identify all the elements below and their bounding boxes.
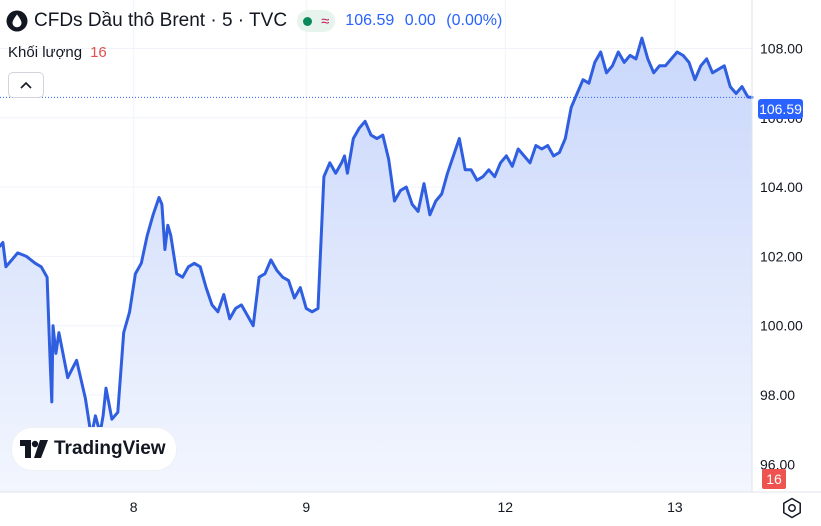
tradingview-logo[interactable]: TradingView (12, 428, 176, 470)
market-open-dot-icon (303, 16, 313, 26)
chevron-up-icon (20, 81, 32, 89)
x-tick-label: 13 (667, 499, 683, 515)
tradingview-logo-text: TradingView (54, 438, 166, 459)
delayed-data-icon: ≈ (321, 12, 330, 30)
volume-value: 16 (90, 44, 107, 61)
y-tick-label: 96.00 (760, 456, 795, 472)
y-tick-label: 104.00 (760, 179, 803, 195)
last-price-tag-label: 106.59 (759, 101, 802, 117)
last-volume-tag-label: 16 (766, 471, 782, 487)
y-tick-label: 98.00 (760, 387, 795, 403)
volume-legend[interactable]: Khối lượng 16 (8, 44, 107, 61)
last-price: 106.59 (345, 12, 395, 29)
time-axis: 8 9 12 13 (130, 499, 683, 515)
market-status-pill[interactable]: ≈ (297, 10, 336, 32)
tradingview-logo-icon (20, 440, 48, 458)
symbol-title[interactable]: CFDs Dầu thô Brent · 5 · TVC (34, 10, 288, 31)
last-price-tag: 106.59 (758, 99, 803, 119)
collapse-legend-button[interactable] (8, 72, 44, 98)
last-volume-tag: 16 (762, 469, 786, 489)
volume-label: Khối lượng (8, 44, 83, 61)
x-tick-label: 9 (302, 499, 310, 515)
y-tick-label: 100.00 (760, 318, 803, 334)
y-tick-label: 102.00 (760, 248, 803, 264)
y-tick-label: 108.00 (760, 41, 803, 57)
price-change: 0.00 (404, 12, 436, 29)
price-line (0, 36, 754, 439)
x-tick-label: 8 (130, 499, 138, 515)
oil-drop-icon (6, 10, 28, 32)
gear-icon[interactable] (781, 497, 803, 519)
price-change-percent: (0.00%) (446, 12, 503, 29)
price-area (0, 38, 752, 492)
chart-header: CFDs Dầu thô Brent · 5 · TVC ≈ 106.59 0.… (6, 8, 502, 34)
x-tick-label: 12 (497, 499, 513, 515)
quote-values: 106.59 0.00 (0.00%) (345, 12, 502, 30)
